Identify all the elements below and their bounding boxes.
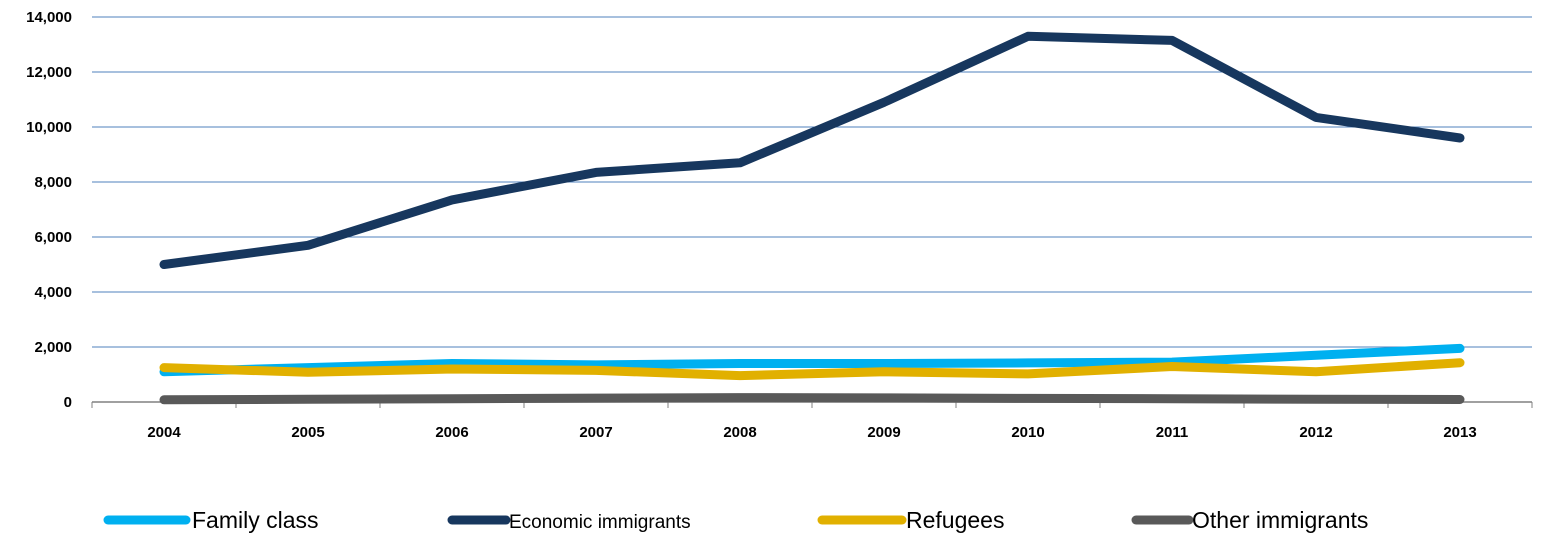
x-tick-label: 2005	[291, 424, 324, 441]
x-tick-label: 2012	[1299, 424, 1332, 441]
y-tick-label: 12,000	[26, 64, 72, 81]
series-line-refugees	[159, 358, 1465, 381]
gridlines	[92, 16, 1532, 348]
series-lines	[159, 31, 1465, 405]
x-tick-label: 2008	[723, 424, 756, 441]
legend-item-other-immigrants: Other immigrants	[1131, 507, 1368, 533]
y-tick-label: 10,000	[26, 119, 72, 136]
x-tick-label: 2006	[435, 424, 468, 441]
legend-label: Refugees	[906, 507, 1004, 533]
x-tick-label: 2004	[147, 424, 181, 441]
x-tick-label: 2010	[1011, 424, 1044, 441]
y-tick-label: 6,000	[34, 229, 72, 246]
series-line-family-class	[159, 343, 1465, 377]
axes: 0 2,000 4,000 6,000 8,000 10,000 12,000 14,000 2…	[26, 9, 1533, 441]
legend: Family class Economic immigrants Refugees O…	[103, 507, 1368, 533]
y-tick-label: 8,000	[34, 174, 72, 191]
legend-item-economic-immigrants: Economic immigrants	[447, 512, 691, 533]
series-line-other-immigrants	[159, 393, 1465, 405]
legend-label: Economic immigrants	[509, 512, 691, 533]
series-line-economic-immigrants	[159, 31, 1465, 269]
legend-label: Family class	[192, 507, 319, 533]
legend-label: Other immigrants	[1192, 507, 1368, 533]
y-tick-label: 14,000	[26, 9, 72, 26]
legend-item-family-class: Family class	[103, 507, 319, 533]
y-tick-label: 2,000	[34, 339, 72, 356]
y-tick-label: 0	[64, 394, 72, 411]
x-tick-label: 2009	[867, 424, 900, 441]
y-tick-label: 4,000	[34, 284, 72, 301]
legend-item-refugees: Refugees	[817, 507, 1004, 533]
x-tick-label: 2007	[579, 424, 612, 441]
x-tick-label: 2013	[1443, 424, 1476, 441]
x-tick-label: 2011	[1156, 424, 1189, 441]
